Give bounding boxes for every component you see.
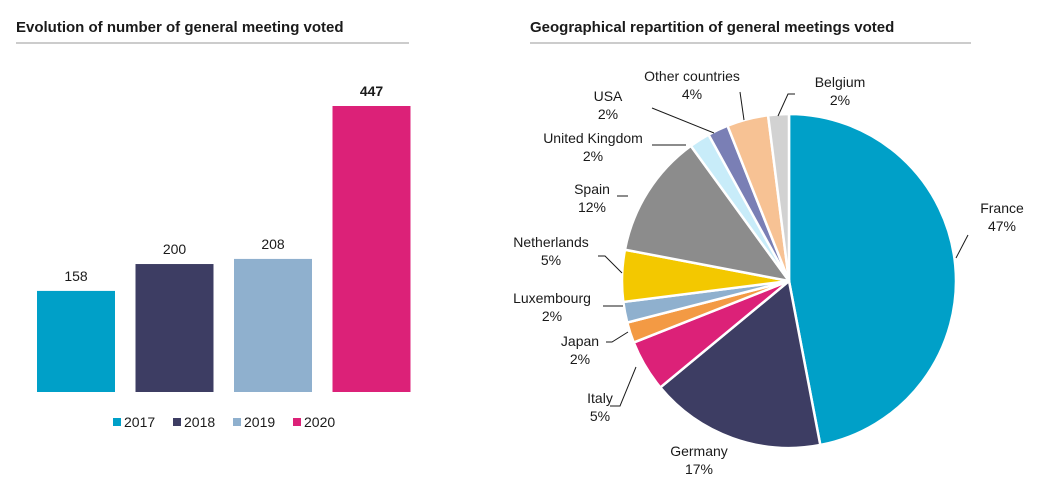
pie-label-value-netherlands: 5% xyxy=(541,252,561,268)
leader-line-netherlands xyxy=(598,255,623,274)
pie-label-value-belgium: 2% xyxy=(830,92,850,108)
pie-slice-germany xyxy=(659,279,822,450)
pie-label-name-other-countries: Other countries xyxy=(644,68,740,84)
pie-label-name-netherlands: Netherlands xyxy=(513,234,589,250)
pie-label-value-germany: 17% xyxy=(685,461,713,477)
pie-label-name-spain: Spain xyxy=(574,181,610,197)
pie-label-value-luxembourg: 2% xyxy=(542,308,562,324)
bar-2017 xyxy=(37,290,115,392)
bar-2019 xyxy=(234,258,312,392)
bar-value-label-2017: 158 xyxy=(64,268,88,284)
legend-label-2020: 2020 xyxy=(304,414,335,430)
pie-label-name-usa: USA xyxy=(594,88,623,104)
bar-2020 xyxy=(332,106,411,392)
pie-label-value-usa: 2% xyxy=(598,106,618,122)
pie-slice-spain xyxy=(623,144,791,283)
bar-chart-legend: 2017 2018 2019 2020 xyxy=(113,414,335,430)
pie-label-name-germany: Germany xyxy=(670,443,728,459)
leader-line-usa xyxy=(651,107,715,134)
pie-label-value-other-countries: 4% xyxy=(682,86,702,102)
bar-value-label-2019: 208 xyxy=(261,236,285,252)
legend-swatch-2020 xyxy=(293,418,301,426)
pie-chart xyxy=(620,112,958,450)
pie-label-name-belgium: Belgium xyxy=(815,74,866,90)
leader-line-italy xyxy=(610,366,637,407)
legend-swatch-2019 xyxy=(233,418,241,426)
legend-label-2017: 2017 xyxy=(124,414,155,430)
legend-swatch-2017 xyxy=(113,418,121,426)
pie-label-name-italy: Italy xyxy=(587,390,613,406)
leader-line-belgium xyxy=(777,93,795,117)
pie-label-name-luxembourg: Luxembourg xyxy=(513,290,591,306)
pie-label-value-spain: 12% xyxy=(578,199,606,215)
leader-line-france xyxy=(955,234,969,259)
legend-label-2018: 2018 xyxy=(184,414,215,430)
bar-chart: 158 200 208 447 xyxy=(37,83,411,392)
bar-value-label-2020: 447 xyxy=(360,83,384,99)
leader-line-japan xyxy=(606,331,629,343)
pie-label-name-france: France xyxy=(980,200,1024,216)
legend-swatch-2018 xyxy=(173,418,181,426)
pie-label-value-united-kingdom: 2% xyxy=(583,148,603,164)
pie-chart-title: Geographical repartition of general meet… xyxy=(530,19,894,36)
leader-line-other-countries xyxy=(739,91,745,121)
pie-slice-france xyxy=(787,112,958,447)
pie-label-name-united-kingdom: United Kingdom xyxy=(543,130,643,146)
bar-2018 xyxy=(135,264,214,392)
pie-label-name-japan: Japan xyxy=(561,333,599,349)
bar-chart-title: Evolution of number of general meeting v… xyxy=(16,19,344,36)
bar-value-label-2018: 200 xyxy=(163,241,187,257)
pie-label-value-japan: 2% xyxy=(570,351,590,367)
legend-label-2019: 2019 xyxy=(244,414,275,430)
pie-chart-labels: France 47% Germany 17% Italy 5% Japan 2% Luxembo… xyxy=(513,68,1024,477)
pie-label-value-france: 47% xyxy=(988,218,1016,234)
pie-label-value-italy: 5% xyxy=(590,408,610,424)
